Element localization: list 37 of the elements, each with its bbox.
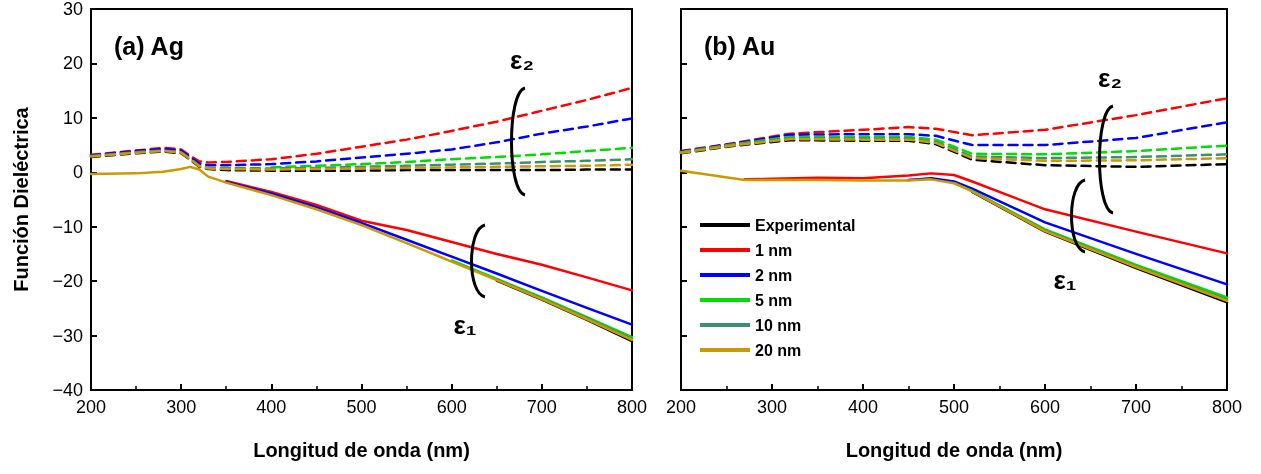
x-tick-label: 700 bbox=[526, 397, 557, 417]
annotation: ε₂ bbox=[510, 45, 534, 75]
y-tick-label: −10 bbox=[52, 216, 83, 237]
x-tick-label: 600 bbox=[1029, 397, 1061, 417]
legend-label: Experimental bbox=[755, 216, 856, 234]
y-axis-title: Función Dieléctrica bbox=[10, 106, 32, 292]
legend-label: 1 nm bbox=[755, 241, 793, 259]
legend-label: 10 nm bbox=[755, 316, 802, 334]
y-tick-label: 30 bbox=[62, 0, 83, 19]
text: (a) Ag bbox=[114, 31, 184, 60]
x-tick-label: 600 bbox=[436, 397, 467, 417]
annotation: ε₁ bbox=[453, 310, 477, 340]
y-tick-label: 0 bbox=[72, 162, 83, 183]
annotation: ε₂ bbox=[1098, 63, 1122, 93]
y-tick-label: −40 bbox=[52, 380, 83, 400]
x-tick-label: 400 bbox=[847, 397, 879, 417]
y-tick-label: −30 bbox=[52, 325, 83, 346]
x-axis-title: Longitud de onda (nm) bbox=[253, 439, 470, 461]
x-tick-label: 500 bbox=[938, 397, 970, 417]
y-tick-label: 10 bbox=[62, 107, 83, 128]
text: (b) Au bbox=[704, 31, 776, 60]
legend-label: 5 nm bbox=[755, 291, 793, 309]
x-tick-label: 700 bbox=[1120, 397, 1152, 417]
x-tick-label: 300 bbox=[756, 397, 788, 417]
y-tick-label: −20 bbox=[52, 271, 83, 292]
x-tick-label: 800 bbox=[1211, 397, 1243, 417]
x-tick-label: 200 bbox=[665, 397, 697, 417]
x-tick-label: 400 bbox=[256, 397, 287, 417]
x-axis-title: Longitud de onda (nm) bbox=[845, 439, 1063, 461]
x-tick-label: 800 bbox=[616, 397, 648, 417]
y-tick-label: 20 bbox=[62, 53, 83, 74]
legend-label: 20 nm bbox=[755, 341, 802, 359]
x-tick-label: 300 bbox=[166, 397, 197, 417]
x-tick-label: 500 bbox=[346, 397, 377, 417]
x-tick-label: 200 bbox=[75, 397, 107, 417]
legend-label: 2 nm bbox=[755, 266, 793, 284]
annotation: ε₁ bbox=[1053, 265, 1077, 295]
